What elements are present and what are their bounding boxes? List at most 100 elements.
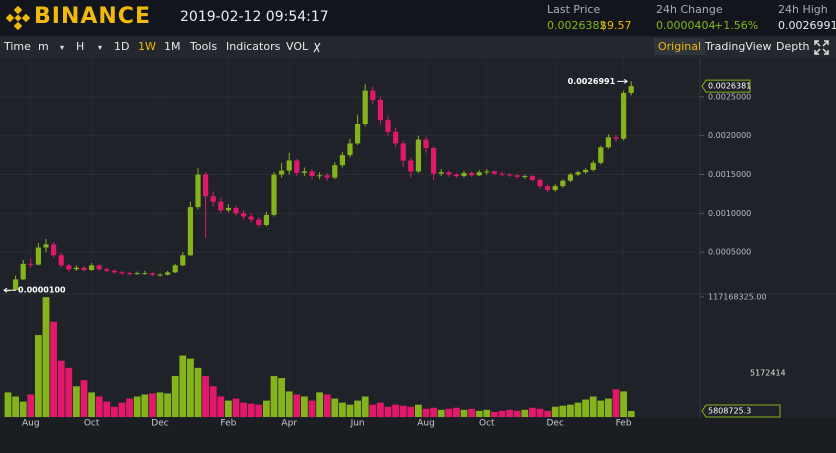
volume-tag-label: 5808725.3 (708, 407, 751, 416)
toolbar-button[interactable]: H (76, 40, 85, 53)
candle-body (583, 169, 589, 173)
stat-label: Last Price (547, 3, 601, 16)
candle-body (393, 131, 399, 144)
toolbar-button[interactable]: TradingView (705, 40, 772, 53)
chart: Aug Oct Dec Feb Apr Jun Aug Oct Dec Feb 0.0005000 0… (0, 58, 836, 453)
candle-body (537, 179, 543, 187)
volume-bar (369, 404, 377, 417)
volume-bar (384, 406, 392, 417)
volume-bar (627, 411, 635, 417)
header: BINANCE 2019-02-12 09:54:17 Last Price 0… (0, 0, 836, 36)
volume-bar (415, 404, 422, 417)
toolbar-button[interactable]: Time (4, 40, 31, 53)
volume-bar (331, 398, 339, 417)
volume-bar (225, 400, 232, 417)
dropdown-arrow[interactable]: ▾ (60, 43, 65, 52)
candle-body (263, 214, 269, 225)
candle-body (66, 265, 72, 270)
y-tick-label: 117168325.00 (708, 293, 767, 302)
candle-body (134, 273, 140, 275)
candle-body (476, 172, 482, 176)
candle-body (514, 175, 520, 177)
volume-bar (194, 367, 202, 417)
candle-body (469, 172, 475, 176)
volume-bar (50, 321, 57, 417)
volume-bar (293, 394, 301, 417)
candle-body (332, 165, 338, 178)
price-tag-label: 0.0026381 (708, 82, 751, 91)
candle-body (89, 265, 95, 271)
candle-body (317, 175, 323, 177)
volume-bar (361, 396, 369, 417)
toolbar-button[interactable]: Depth (776, 40, 810, 53)
volume-bar (339, 402, 346, 417)
logo-icon (6, 6, 30, 30)
candle-body (484, 171, 490, 173)
x-tick-label: Feb (220, 419, 236, 429)
volume-bar (582, 399, 589, 417)
x-tick-label: Oct (479, 419, 495, 429)
toolbar-button[interactable]: Tools (190, 40, 218, 53)
candle-body (355, 124, 361, 144)
dropdown-arrow[interactable]: ▾ (98, 43, 103, 52)
volume-bar (491, 411, 498, 417)
volume-bar (392, 404, 399, 417)
volume-bar (453, 407, 460, 417)
candle-body (96, 265, 102, 270)
datetime: 2019-02-12 09:54:17 (180, 9, 329, 25)
volume-bar (468, 408, 475, 417)
stat-label: 24h High (778, 3, 828, 16)
candle-body (491, 171, 497, 174)
candle-body (552, 186, 558, 191)
candle-body (51, 244, 57, 256)
volume-bar (217, 396, 225, 417)
volume-bar (73, 386, 80, 417)
x-tick-label: Feb (616, 419, 632, 429)
close-icon[interactable] (312, 42, 322, 53)
volume-bar (270, 376, 278, 417)
candle-body (598, 147, 604, 163)
candle-body (58, 255, 64, 266)
toolbar-button[interactable]: 1D (114, 40, 130, 53)
candle-body (195, 174, 201, 208)
toolbar-button[interactable]: VOL (286, 40, 309, 53)
volume-bar (133, 396, 141, 417)
candle-body (590, 162, 596, 170)
volume-bar (278, 378, 285, 417)
candle-body (309, 171, 315, 177)
candle-body (545, 186, 551, 191)
candle-body (408, 160, 414, 172)
volume-bar (171, 376, 179, 417)
candle-body (210, 196, 216, 202)
volume-bar (65, 367, 73, 417)
volume-bar (255, 404, 263, 417)
y-tick-label: 0.0005000 (708, 248, 751, 257)
candle-body (35, 247, 41, 265)
volume-bar (513, 410, 521, 417)
candle-body (567, 174, 573, 181)
candle-body (256, 219, 262, 225)
toolbar-button[interactable]: Original (654, 38, 706, 55)
toolbar-button[interactable]: 1W (138, 40, 156, 53)
volume-bar (460, 409, 468, 417)
candle-body (461, 172, 467, 177)
candle-body (165, 272, 171, 275)
candle-body (225, 207, 231, 211)
volume-bar (35, 335, 42, 417)
fullscreen-icon[interactable] (814, 40, 829, 55)
candle-body (613, 137, 619, 139)
candle-body (377, 99, 383, 121)
candle-body (187, 207, 193, 256)
toolbar-button[interactable]: Indicators (226, 40, 281, 53)
volume-bar (27, 394, 35, 417)
high-marker-label: 0.0026991 (568, 77, 616, 86)
volume-bar (240, 402, 247, 417)
volume-bar (559, 405, 567, 417)
toolbar-button[interactable]: 1M (164, 40, 181, 53)
candle-body (218, 201, 224, 211)
toolbar-button[interactable]: m (38, 40, 49, 53)
volume-bar (126, 398, 133, 417)
stat-label: 24h Change (656, 3, 723, 16)
volume-bar (612, 389, 620, 417)
low-marker-label: 0.0000100 (18, 286, 66, 295)
